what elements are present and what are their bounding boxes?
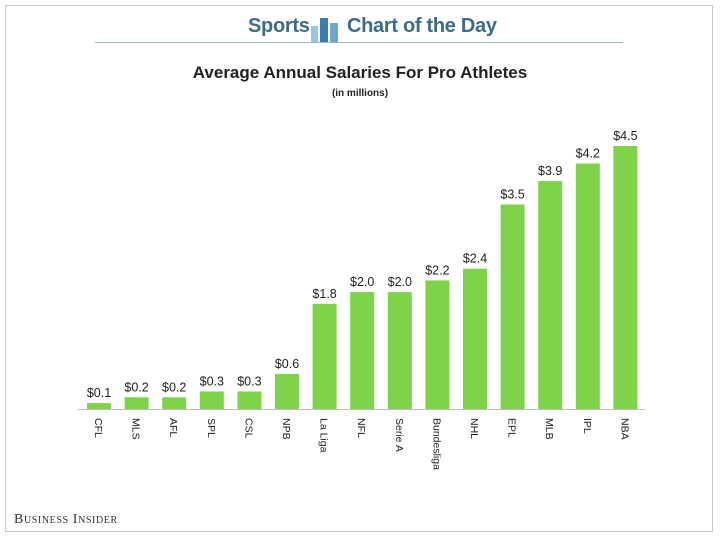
bar-nba [613,146,638,409]
category-label: Bundesliga [430,418,442,470]
category-label: CSL [242,418,254,439]
bar-npb [275,373,299,409]
category-label: NHL [468,418,480,439]
bar-chart-icon [311,18,338,42]
category-label: NBA [618,418,630,440]
value-label: $4.2 [576,147,600,161]
bar-nfl [350,292,375,409]
value-label: $0.1 [87,386,111,400]
bar-csl [237,391,262,409]
bar-mlb [538,181,563,409]
value-label: $0.3 [237,374,261,388]
bar-spl [199,391,224,409]
bar-mls [124,397,149,409]
category-label: MLB [543,418,555,440]
brand-text: Business Insider [14,512,118,527]
bar-afl [162,397,187,409]
category-label: EPL [506,418,518,438]
category-label: Serie A [393,418,405,452]
value-label: $2.4 [463,252,487,266]
value-label: $2.0 [350,275,374,289]
value-label: $3.9 [538,164,562,178]
category-label: NPB [280,418,292,440]
header-chart-of-the-day-label: Chart of the Day [347,15,497,37]
category-label: CFL [92,418,104,438]
category-label: AFL [167,418,179,437]
bar-cfl [87,403,111,409]
header-divider [95,42,623,43]
category-label: IPL [581,418,593,434]
header: Sports Chart of the Day [0,8,720,42]
bar-epl [500,204,525,409]
value-label: $2.0 [388,275,412,289]
chart-title: Average Annual Salaries For Pro Athletes [192,63,528,82]
category-label: NFL [355,418,367,438]
value-label: $4.5 [613,129,637,143]
bar-bundesliga [425,280,450,409]
category-label: MLS [130,418,142,440]
bar-serie-a [387,292,412,409]
value-label: $0.2 [124,380,148,394]
business-insider-logo: Business Insider [14,512,118,528]
category-label: SPL [205,418,217,438]
value-label: $0.3 [200,374,224,388]
chart-subtitle: (in millions) [331,88,389,99]
value-label: $3.5 [500,187,524,201]
category-label: La Liga [318,418,330,453]
value-label: $1.8 [312,287,336,301]
value-label: $2.2 [425,263,449,277]
value-label: $0.2 [162,380,186,394]
bar-la-liga [312,303,337,409]
header-sports-label: Sports [248,15,310,37]
bar-ipl [575,163,600,409]
value-label: $0.6 [275,357,299,371]
bar-nhl [463,268,487,409]
